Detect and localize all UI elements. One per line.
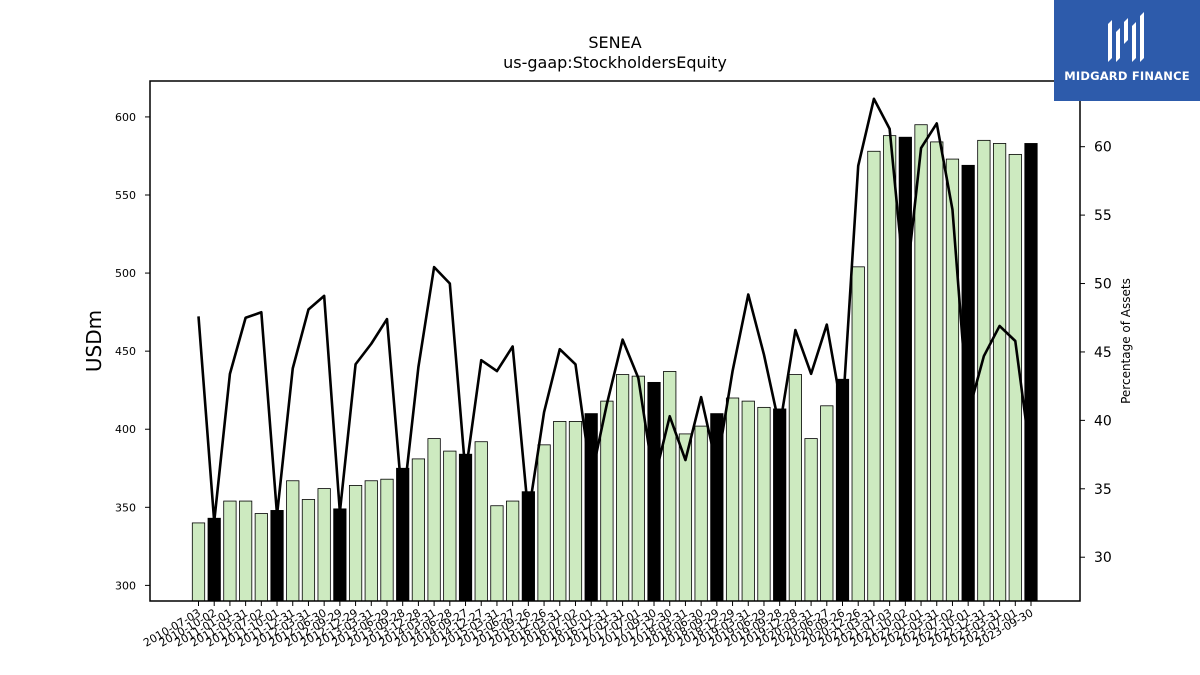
chart-subtitle: us-gaap:StockholdersEquity [503,53,727,72]
bar-2019-09-28 [773,408,787,602]
y-tick-label: 400 [115,423,136,436]
logo-text: MIDGARD FINANCE [1064,69,1190,83]
bar-2017-09-30 [647,381,661,602]
bar-2010-10-02 [207,517,221,602]
bar-2015-12-26 [537,444,551,602]
y-axis-right: 30 35 40 45 50 55 60 [1080,140,1112,566]
bar-2023-03-31 [992,143,1007,602]
y2-tick-label: 30 [1094,550,1112,566]
y-tick-label: 350 [115,501,136,514]
bar-2022-10-01 [961,164,975,602]
bar-2019-03-31 [741,400,755,602]
bar-2021-07-03 [883,135,897,602]
bar-2023-09-30 [1024,143,1038,602]
bar-2011-10-01 [270,510,284,602]
bar-2014-06-28 [443,450,457,602]
bar-2018-06-30 [694,425,708,602]
chart-title: SENEA [588,33,641,52]
y-axis-left: 300 350 400 450 500 550 600 [115,111,150,592]
bar-2015-06-27 [506,500,520,602]
bar-2012-06-30 [317,488,331,602]
bar-2021-03-31 [867,150,881,602]
y2-tick-label: 40 [1094,413,1112,429]
y-tick-label: 600 [115,111,136,124]
bar-2013-06-29 [380,478,394,602]
bar-2018-12-29 [725,397,740,602]
bar-2017-03-31 [616,374,630,602]
bar-2014-09-27 [458,453,473,602]
bar-2016-12-31 [600,400,614,602]
bar-2020-03-31 [804,438,818,602]
bar-layer [191,124,1038,602]
bar-2014-12-27 [474,441,488,602]
bar-2013-12-28 [411,458,426,602]
bar-2020-06-27 [820,405,834,602]
y-tick-label: 300 [115,579,136,592]
bar-2016-07-02 [568,421,583,602]
y2-axis-label: Percentage of Assets [1119,278,1133,404]
bar-2011-01-01 [223,500,237,602]
bar-2012-03-31 [301,499,316,602]
y2-tick-label: 50 [1094,277,1112,293]
y-tick-label: 500 [115,267,136,280]
bar-2019-12-28 [788,374,802,602]
x-axis: 2010-07-032010-10-022011-01-012011-03-31… [141,601,1036,650]
y-axis-label: USDm [82,310,106,372]
plot-frame [149,80,1081,602]
bar-2015-03-31 [490,505,504,602]
y-tick-label: 550 [115,189,136,202]
percentage-of-assets-line [197,97,1033,523]
bar-2011-12-31 [286,480,300,602]
midgard-logo-icon [1108,12,1144,62]
bar-2020-12-26 [851,266,865,602]
bar-2021-10-02 [898,136,912,602]
bar-2016-03-31 [553,421,567,602]
bar-2011-03-31 [239,500,253,602]
bar-2012-09-29 [333,508,347,602]
y2-tick-label: 45 [1094,345,1112,361]
y-tick-label: 450 [115,345,136,358]
bar-2012-12-29 [348,485,363,602]
y2-tick-label: 35 [1094,482,1112,498]
bar-2010-07-03 [191,522,206,602]
y2-tick-label: 60 [1094,140,1112,156]
bar-2019-06-29 [757,406,771,602]
bar-2017-12-30 [663,371,677,602]
bar-2011-07-02 [254,513,268,602]
brand-logo: MIDGARD FINANCE [1054,0,1200,101]
bar-2013-03-31 [364,480,378,602]
y2-tick-label: 55 [1094,208,1112,224]
bar-2014-03-31 [427,438,441,602]
bar-2013-09-28 [396,467,410,602]
line-layer [197,97,1033,523]
bar-2022-03-31 [930,141,944,602]
